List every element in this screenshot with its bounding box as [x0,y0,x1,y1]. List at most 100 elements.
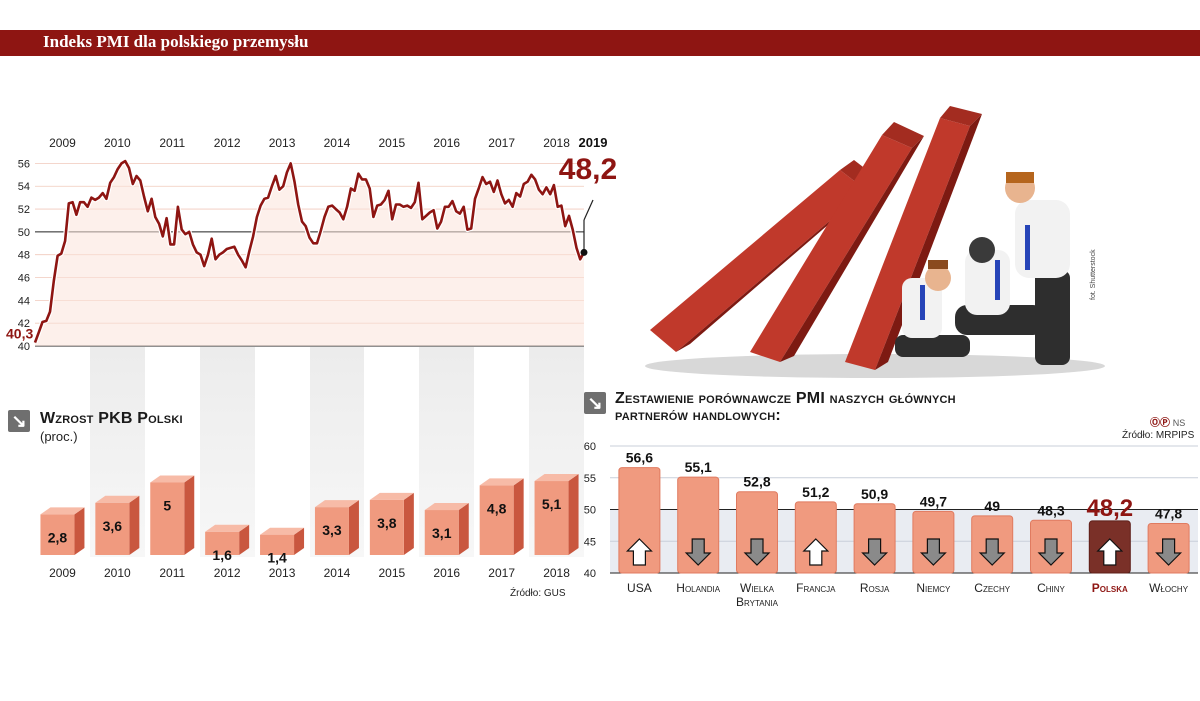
gdp-value-label: 5,1 [542,496,562,512]
gdp-year-label: 2013 [269,566,296,580]
country-label: USA [627,581,652,595]
y-tick-label: 45 [584,536,596,548]
pmi-line-chart: 40 42 44 46 48 50 52 54 56 2009 2010 2011 2012 2013 20… [6,135,617,353]
gdp-bar-side [184,475,195,555]
gdp-bar-side [458,503,469,555]
country-label: Rosja [860,581,890,595]
end-value-label: 48,2 [559,153,617,186]
gdp-year-label: 2012 [214,566,241,580]
end-point [580,248,588,256]
y-tick-label: 40 [18,341,30,353]
y-tick-label: 42 [18,318,30,330]
gdp-year-label: 2009 [49,566,76,580]
country-label: Czechy [974,581,1010,595]
gdp-value-label: 1,4 [267,550,287,566]
gdp-year-label: 2014 [324,566,351,580]
gdp-bar [314,507,349,555]
gdp-bar [424,510,459,555]
gdp-bar-side [403,492,414,555]
header-banner: Indeks PMI dla polskiego przemysłu [0,30,1200,56]
gdp-bar-top [314,500,359,508]
pmi-bar [853,503,896,574]
gdp-bar-side [513,478,524,555]
arrow-down-icon [919,538,947,566]
gdp-value-label: 3,1 [432,525,452,541]
gdp-year-label: 2016 [433,566,460,580]
gdp-value-label: 4,8 [487,500,507,516]
compare-chart-title-line1: Zestawienie porównawcze PMI naszych głów… [615,390,956,407]
gdp-bar [40,514,75,555]
page-title: Indeks PMI dla polskiego przemysłu [43,32,309,51]
gdp-source: Źródło: GUS [510,588,566,599]
pmi-value-label: 51,2 [802,484,829,500]
country-label: Polska [1092,581,1128,595]
arrow-down-icon [1037,538,1065,566]
arrow-down-icon [743,538,771,566]
gdp-bar-side [568,474,579,555]
gdp-year-label: 2017 [488,566,515,580]
arrow-down-icon [978,538,1006,566]
gdp-bar [534,481,569,555]
arrow-down-right-icon: ↘ [584,392,606,414]
pmi-value-label: 49 [984,498,1000,514]
arrow-down-icon [1155,538,1183,566]
gdp-value-label: 5 [163,498,171,514]
pmi-value-label: 50,9 [861,486,888,502]
pmi-bar [677,476,720,574]
pmi-value-label: 47,8 [1155,505,1182,521]
gdp-bar-top [369,492,414,500]
pmi-bar [618,467,661,574]
year-label: 2010 [104,136,131,150]
country-label: Brytania [736,595,779,609]
country-label: Francja [796,581,836,595]
gdp-year-label: 2011 [159,566,185,580]
photo-credit: fot. Shutterstock [1090,249,1097,300]
gdp-bar-top [424,503,469,511]
gdp-bar [95,502,130,555]
pmi-value-label: 56,6 [626,450,653,466]
y-tick-label: 56 [18,158,30,170]
country-label: Chiny [1037,581,1065,595]
arrow-up-icon [1096,538,1124,566]
arrow-up-icon [802,538,830,566]
gdp-bar-side [348,500,359,555]
y-tick-label: 40 [584,568,596,580]
pmi-bar [794,501,837,574]
gdp-bar [150,482,185,555]
year-label: 2018 [543,136,570,150]
gdp-bar-top [260,527,305,535]
gdp-year-label: 2018 [543,566,570,580]
gdp-year-label: 2010 [104,566,131,580]
gdp-bar-top [95,495,140,503]
pmi-value-label: 52,8 [743,474,770,490]
gdp-bar-top [479,478,524,486]
gdp-value-label: 1,6 [212,547,232,563]
year-label: 2009 [49,136,76,150]
y-tick-label: 48 [18,250,30,262]
gdp-year-label: 2015 [378,566,405,580]
country-label: Wielka [740,581,775,595]
gdp-bar-side [129,495,140,555]
gdp-bar-side [239,524,250,555]
year-label: 2016 [433,136,460,150]
pmi-value-label: 48,2 [1086,495,1133,522]
arrow-down-right-icon: ↘ [8,410,30,432]
y-tick-label: 46 [18,273,30,285]
pmi-comparison-chart: 40 45 50 55 60 56,6 USA 55,1 Holandia 52,8 WielkaB… [584,441,1198,609]
year-label: 2017 [488,136,515,150]
gdp-bar-top [534,474,579,482]
end-year-label: 2019 [579,135,608,150]
end-connector [583,199,594,221]
author-credit: NS [1172,418,1186,428]
y-tick-label: 52 [18,204,30,216]
y-tick-label: 60 [584,441,596,453]
y-tick-label: 44 [18,295,30,307]
gdp-bar-top [205,524,250,532]
compare-chart-title-line2: partnerów handlowych: [615,407,781,424]
year-label: 2012 [214,136,241,150]
pmi-line [33,159,586,344]
start-value-label: 40,3 [6,326,33,342]
gdp-value-label: 3,3 [322,522,342,538]
gdp-value-label: 2,8 [48,529,68,545]
y-tick-label: 50 [584,505,596,517]
